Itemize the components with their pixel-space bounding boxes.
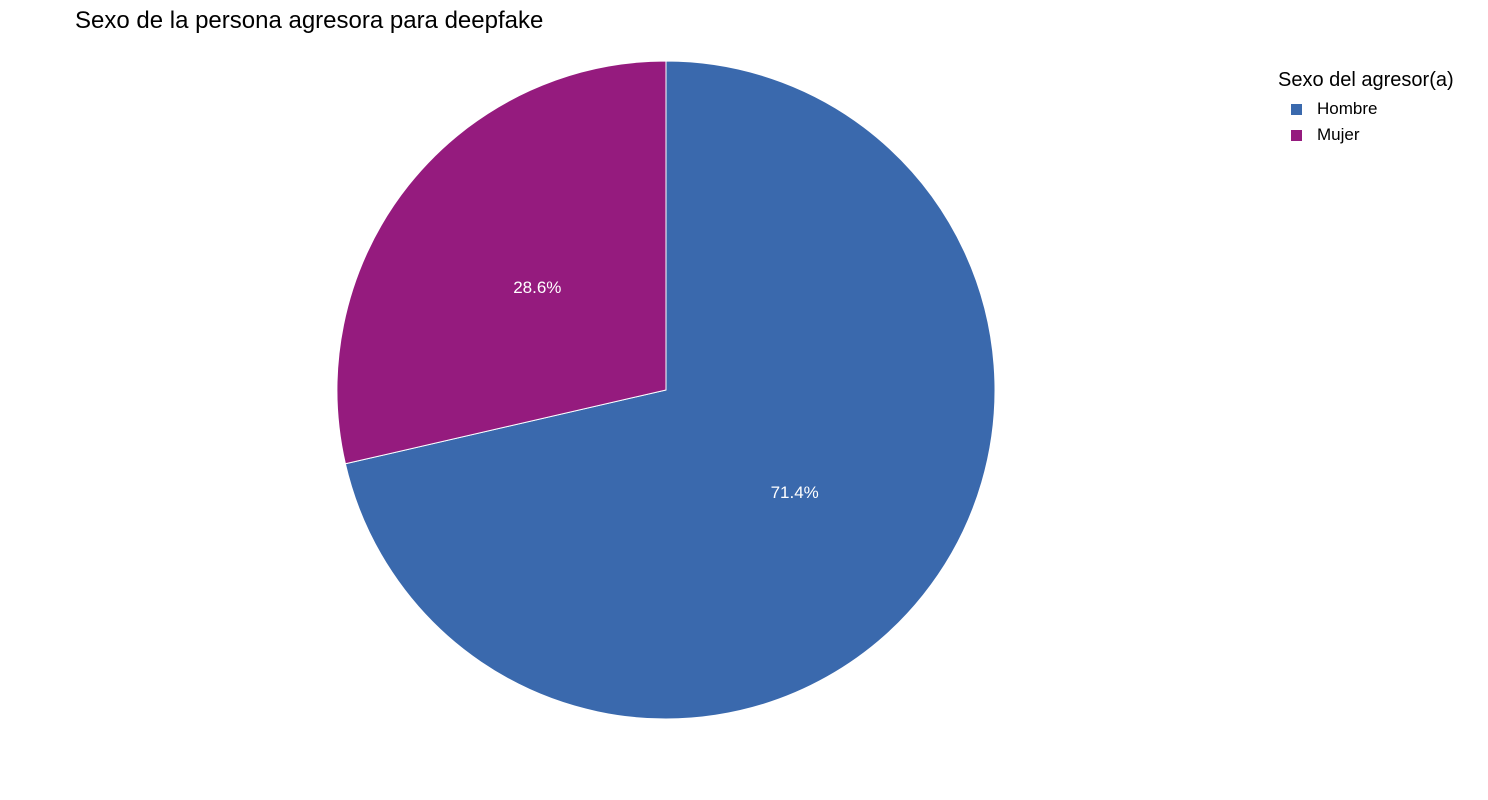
pie-label-mujer: 28.6% — [513, 278, 561, 297]
legend-title: Sexo del agresor(a) — [1278, 69, 1454, 91]
pie-slice-mujer — [336, 60, 667, 465]
legend-item-hombre: Hombre — [1278, 96, 1454, 122]
legend-label-mujer: Mujer — [1317, 125, 1360, 144]
legend-item-mujer: Mujer — [1278, 122, 1454, 148]
legend-swatch-hombre — [1291, 103, 1302, 115]
legend: Sexo del agresor(a) Hombre Mujer — [1278, 69, 1454, 148]
pie-slice-labels: 71.4% 28.6% — [513, 278, 819, 502]
legend-label-hombre: Hombre — [1317, 99, 1378, 118]
pie-label-hombre: 71.4% — [771, 483, 819, 502]
pie-slices — [336, 60, 996, 720]
chart-title: Sexo de la persona agresora para deepfak… — [75, 7, 544, 34]
pie-slice-hombre — [344, 60, 996, 720]
legend-swatch-mujer — [1291, 129, 1302, 141]
